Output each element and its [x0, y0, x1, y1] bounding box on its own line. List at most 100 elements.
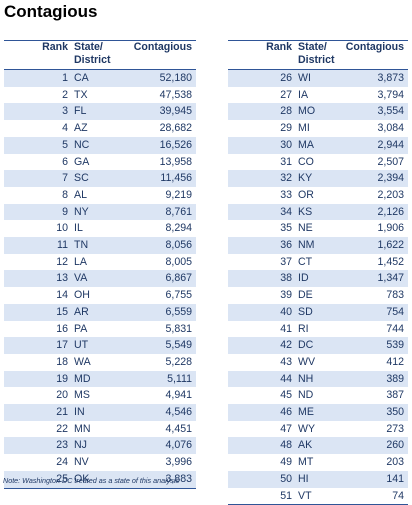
- table-row: 30 MA 2,944: [228, 136, 408, 154]
- table-row: 12 LA 8,005: [4, 253, 196, 271]
- rank-cell: 17: [4, 337, 68, 354]
- table-row: 31 CO 2,507: [228, 153, 408, 171]
- state-header: State/ District: [298, 41, 335, 66]
- contagious-cell: 350: [342, 404, 408, 421]
- rank-cell: 49: [228, 454, 292, 471]
- state-cell: NH: [292, 370, 342, 388]
- contagious-cell: 13,958: [118, 153, 196, 171]
- contagious-cell: 74: [342, 487, 408, 505]
- state-cell: MN: [68, 420, 118, 438]
- contagious-cell: 387: [342, 387, 408, 405]
- state-cell: AK: [292, 437, 342, 455]
- contagious-cell: 4,451: [118, 420, 196, 438]
- state-cell: HI: [292, 470, 342, 488]
- contagious-cell: 2,126: [342, 203, 408, 221]
- rank-cell: 46: [228, 404, 292, 421]
- rank-cell: 32: [228, 170, 292, 187]
- contagious-cell: 1,906: [342, 220, 408, 238]
- table-row: 20 MS 4,941: [4, 387, 196, 405]
- contagious-cell: 3,873: [342, 69, 408, 87]
- contagious-cell: 2,944: [342, 136, 408, 154]
- contagious-cell: 6,867: [118, 270, 196, 288]
- contagious-cell: 5,228: [118, 353, 196, 371]
- table-row: 13 VA 6,867: [4, 270, 196, 288]
- state-cell: ND: [292, 387, 342, 405]
- table-row: 38 ID 1,347: [228, 270, 408, 288]
- table-row: 10 IL 8,294: [4, 220, 196, 238]
- state-cell: AL: [68, 186, 118, 204]
- contagious-cell: 6,755: [118, 287, 196, 304]
- contagious-cell: 16,526: [118, 136, 196, 154]
- contagious-cell: 8,056: [118, 237, 196, 254]
- rank-cell: 29: [228, 120, 292, 137]
- state-cell: MA: [292, 136, 342, 154]
- rank-cell: 31: [228, 153, 292, 171]
- contagious-cell: 539: [342, 337, 408, 354]
- contagious-cell: 5,831: [118, 320, 196, 338]
- rank-cell: 34: [228, 203, 292, 221]
- state-cell: PA: [68, 320, 118, 338]
- contagious-header: Contagious: [345, 41, 404, 53]
- rank-cell: 39: [228, 287, 292, 304]
- rank-cell: 47: [228, 420, 292, 438]
- table-row: 9 NY 8,761: [4, 203, 196, 221]
- table-row: 47 WY 273: [228, 420, 408, 438]
- table-row: 34 KS 2,126: [228, 203, 408, 221]
- table-row: 37 CT 1,452: [228, 253, 408, 271]
- contagious-cell: 3,554: [342, 103, 408, 121]
- state-cell: ID: [292, 270, 342, 288]
- page-title: Contagious: [4, 2, 98, 21]
- rank-cell: 10: [4, 220, 68, 238]
- state-cell: ME: [292, 404, 342, 421]
- state-cell: MI: [292, 120, 342, 137]
- contagious-cell: 260: [342, 437, 408, 455]
- rank-cell: 45: [228, 387, 292, 405]
- contagious-cell: 4,941: [118, 387, 196, 405]
- state-cell: OH: [68, 287, 118, 304]
- table-row: 35 NE 1,906: [228, 220, 408, 238]
- contagious-cell: 1,347: [342, 270, 408, 288]
- table-row: 8 AL 9,219: [4, 186, 196, 204]
- rank-cell: 11: [4, 237, 68, 254]
- table-row: 28 MO 3,554: [228, 103, 408, 121]
- state-cell: DE: [292, 287, 342, 304]
- rank-cell: 13: [4, 270, 68, 288]
- table-row: 18 WA 5,228: [4, 353, 196, 371]
- rank-cell: 9: [4, 203, 68, 221]
- contagious-cell: 9,219: [118, 186, 196, 204]
- contagious-cell: 11,456: [118, 170, 196, 187]
- state-cell: LA: [68, 253, 118, 271]
- state-cell: GA: [68, 153, 118, 171]
- rank-cell: 12: [4, 253, 68, 271]
- state-cell: AZ: [68, 120, 118, 137]
- rank-cell: 33: [228, 186, 292, 204]
- state-cell: OK: [68, 470, 118, 489]
- rank-cell: 30: [228, 136, 292, 154]
- table-row: 15 AR 6,559: [4, 303, 196, 321]
- footnote: Note: Washington DC treated as a state o…: [3, 476, 180, 485]
- contagious-cell: 4,546: [118, 404, 196, 421]
- contagious-cell: 8,005: [118, 253, 196, 271]
- table-row: 16 PA 5,831: [4, 320, 196, 338]
- state-cell: RI: [292, 320, 342, 338]
- state-cell: NC: [68, 136, 118, 154]
- rank-cell: 7: [4, 170, 68, 187]
- state-cell: MT: [292, 454, 342, 471]
- state-cell: DC: [292, 337, 342, 354]
- rank-cell: 4: [4, 120, 68, 137]
- rank-cell: 1: [4, 69, 68, 87]
- state-cell: FL: [68, 103, 118, 121]
- table-row: 17 UT 5,549: [4, 337, 196, 354]
- state-cell: TN: [68, 237, 118, 254]
- table-row: 42 DC 539: [228, 337, 408, 354]
- rank-cell: 43: [228, 353, 292, 371]
- table-row: 40 SD 754: [228, 303, 408, 321]
- table-row: 14 OH 6,755: [4, 287, 196, 304]
- contagious-cell: 2,394: [342, 170, 408, 187]
- rank-cell: 3: [4, 103, 68, 121]
- state-cell: IN: [68, 404, 118, 421]
- rank-cell: 18: [4, 353, 68, 371]
- contagious-cell: 6,559: [118, 303, 196, 321]
- table-row: 21 IN 4,546: [4, 404, 196, 421]
- contagious-cell: 744: [342, 320, 408, 338]
